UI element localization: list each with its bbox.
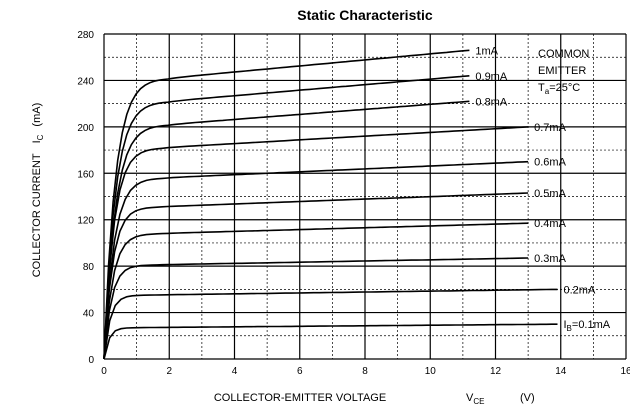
curve-label-6: 0.4mA [534, 218, 566, 230]
curve-label-1: 0.9mA [475, 71, 507, 83]
y-axis-label-text: COLLECTOR CURRENT [31, 153, 43, 277]
curve-4 [103, 160, 529, 360]
y-axis-unit: (mA) [31, 103, 43, 127]
curve-label-0: 1mA [475, 45, 498, 57]
chart-title: Static Characteristic [297, 7, 433, 23]
x-tick-label-1: 2 [166, 366, 172, 377]
curve-9 [103, 323, 558, 360]
y-tick-label-4: 160 [77, 169, 94, 180]
y-tick-label-7: 280 [77, 30, 94, 41]
annotation-line-3-suffix: =25°C [549, 82, 580, 94]
condition-annotation: COMMON EMITTER Ta=25°C [538, 48, 589, 96]
y-axis-symbol: I [31, 140, 43, 143]
y-tick-label-2: 80 [83, 262, 95, 273]
curve-label-9: IB=0.1mA [563, 319, 610, 333]
x-tick-label-7: 14 [555, 366, 567, 377]
x-axis-label: COLLECTOR-EMITTER VOLTAGE [214, 392, 386, 404]
curve-7 [103, 257, 529, 360]
x-tick-label-2: 4 [232, 366, 238, 377]
x-tick-label-0: 0 [101, 366, 107, 377]
y-tick-label-5: 200 [77, 123, 94, 134]
annotation-line-3-prefix: T [538, 82, 545, 94]
x-axis-symbol: VCE [466, 392, 484, 406]
x-axis-symbol-sub: CE [473, 397, 484, 406]
x-axis-symbol-main: V [466, 392, 474, 404]
curves [103, 49, 558, 360]
curve-label-8: 0.2mA [563, 284, 595, 296]
y-axis-symbol-sub: C [36, 134, 45, 140]
curve-label-3: 0.7mA [534, 122, 566, 134]
curve-0 [103, 49, 470, 360]
x-tick-label-5: 10 [425, 366, 437, 377]
curve-8 [103, 288, 558, 360]
annotation-line-2: EMITTER [538, 65, 586, 77]
curve-labels: 1mA 0.9mA 0.8mA 0.7mA 0.6mA 0.5mA 0.4mA 0.3mA 0.… [475, 45, 610, 333]
curve-label-prefix-9: I [563, 319, 566, 331]
annotation-line-3: Ta=25°C [538, 82, 580, 96]
annotation-line-1: COMMON [538, 48, 589, 60]
y-tick-label-3: 120 [77, 216, 94, 227]
curve-label-7: 0.3mA [534, 253, 566, 265]
y-tick-label-0: 0 [88, 355, 94, 366]
curve-1 [103, 75, 470, 360]
curve-label-5: 0.5mA [534, 188, 566, 200]
y-axis-label: COLLECTOR CURRENT IC (mA) [31, 103, 45, 278]
x-tick-label-3: 6 [297, 366, 303, 377]
y-tick-label-1: 40 [83, 309, 95, 320]
x-tick-label-4: 8 [362, 366, 368, 377]
curve-5 [103, 192, 529, 360]
x-tick-label-6: 12 [490, 366, 502, 377]
curve-3 [103, 126, 529, 360]
annotation-line-3-sub: a [545, 87, 550, 96]
y-axis-label-group: COLLECTOR CURRENT IC (mA) [31, 103, 45, 278]
grid [103, 33, 627, 360]
curve-label-4: 0.6mA [534, 157, 566, 169]
x-tick-label-8: 16 [620, 366, 630, 377]
x-axis-unit: (V) [520, 392, 535, 404]
curve-6 [103, 222, 529, 360]
curve-2 [103, 100, 470, 360]
curve-label-value-9: =0.1mA [572, 319, 611, 331]
curve-label-2: 0.8mA [475, 96, 507, 108]
curve-label-sub-9: B [567, 324, 572, 333]
y-tick-label-6: 240 [77, 76, 94, 87]
